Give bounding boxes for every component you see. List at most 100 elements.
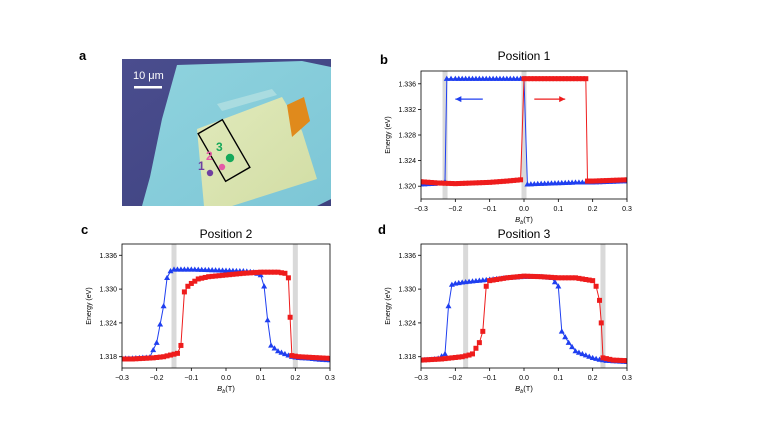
point-up [617, 357, 623, 363]
point-down [524, 181, 531, 187]
point-up [518, 177, 524, 183]
x-tick-label: 0.0 [519, 206, 529, 213]
point-up [213, 273, 219, 279]
position-2-dot [218, 163, 226, 171]
point-up [442, 180, 448, 186]
point-down [278, 349, 285, 355]
point-down [579, 350, 586, 357]
point-down [275, 348, 281, 354]
point-up [129, 356, 135, 362]
series-up-line [421, 275, 627, 362]
point-up [497, 276, 503, 282]
point-up [275, 269, 281, 275]
x-tick-label: −0.2 [150, 375, 164, 382]
point-up [494, 179, 500, 185]
point-up [459, 354, 465, 360]
point-up [573, 76, 578, 82]
point-up [470, 351, 475, 357]
point-up [583, 277, 589, 283]
point-up [535, 76, 541, 82]
point-up [272, 269, 278, 275]
point-down [555, 283, 562, 289]
point-up [289, 353, 295, 359]
chart-position-1: Position 1 −0.3 −0.2 −0.1 0.0 0.1 0.2 0.3 1.320 1… [385, 49, 632, 226]
x-tick-label: 0.1 [256, 375, 266, 382]
point-up [483, 283, 489, 289]
point-up [220, 272, 226, 278]
transition-band-2 [521, 71, 527, 199]
point-down [562, 334, 569, 340]
point-down [589, 354, 596, 361]
point-up [209, 273, 215, 279]
x-tick-label: −0.1 [483, 206, 497, 213]
point-up [555, 76, 561, 82]
point-up [579, 276, 585, 282]
point-up [531, 76, 537, 82]
point-up [206, 274, 212, 280]
point-up [452, 354, 458, 360]
point-up [480, 328, 486, 334]
point-up [174, 350, 180, 356]
point-up [261, 269, 267, 275]
point-up [452, 181, 458, 187]
point-up [230, 271, 236, 277]
point-up [500, 178, 506, 184]
point-up [497, 179, 503, 185]
point-up [164, 353, 170, 359]
point-up [421, 357, 427, 363]
point-down [448, 281, 455, 287]
point-up [310, 354, 316, 360]
y-tick-label: 1.328 [398, 133, 416, 140]
point-up [559, 275, 565, 281]
y-tick-label: 1.318 [398, 354, 416, 361]
point-up [566, 275, 572, 281]
point-up [569, 275, 575, 281]
point-up [494, 277, 500, 283]
point-up [122, 356, 128, 362]
scale-bar-label: 10 μm [133, 70, 164, 82]
point-up [610, 177, 616, 183]
point-up [487, 278, 493, 284]
point-up [473, 345, 479, 351]
position-1-dot [206, 169, 214, 177]
point-down [268, 342, 275, 348]
x-axis-label: Bb(T) [217, 384, 235, 395]
point-up [587, 178, 593, 184]
bilayer-region [197, 97, 317, 206]
position-3-label: 3 [216, 140, 223, 154]
point-up [161, 354, 167, 360]
point-down [551, 279, 558, 285]
point-up [542, 274, 548, 280]
point-up [607, 356, 613, 362]
point-down [452, 280, 459, 286]
series-down-line [421, 276, 627, 363]
point-down [160, 303, 167, 309]
point-up [569, 76, 575, 82]
point-up [265, 269, 271, 275]
y-axis-label: Energy (eV) [385, 116, 392, 153]
point-up [181, 289, 187, 295]
x-tick-label: −0.3 [414, 206, 428, 213]
point-up [202, 274, 208, 280]
point-up [303, 354, 309, 360]
x-tick-label: −0.1 [483, 375, 497, 382]
x-tick-label: 0.0 [519, 375, 529, 382]
point-up [313, 355, 319, 361]
point-up [282, 270, 288, 276]
point-up [607, 177, 613, 183]
point-up [216, 273, 222, 279]
point-up [421, 179, 427, 185]
point-up [466, 180, 472, 186]
point-up [147, 355, 153, 361]
point-up [521, 76, 527, 82]
chart-title: Position 1 [498, 49, 551, 63]
x-tick-label: 0.3 [622, 206, 632, 213]
x-tick-label: −0.3 [414, 375, 428, 382]
point-up [514, 274, 520, 280]
point-up [226, 272, 232, 278]
point-up [603, 356, 609, 362]
point-down [455, 279, 462, 286]
point-up [240, 270, 246, 276]
point-up [597, 297, 603, 303]
point-up [192, 278, 198, 284]
